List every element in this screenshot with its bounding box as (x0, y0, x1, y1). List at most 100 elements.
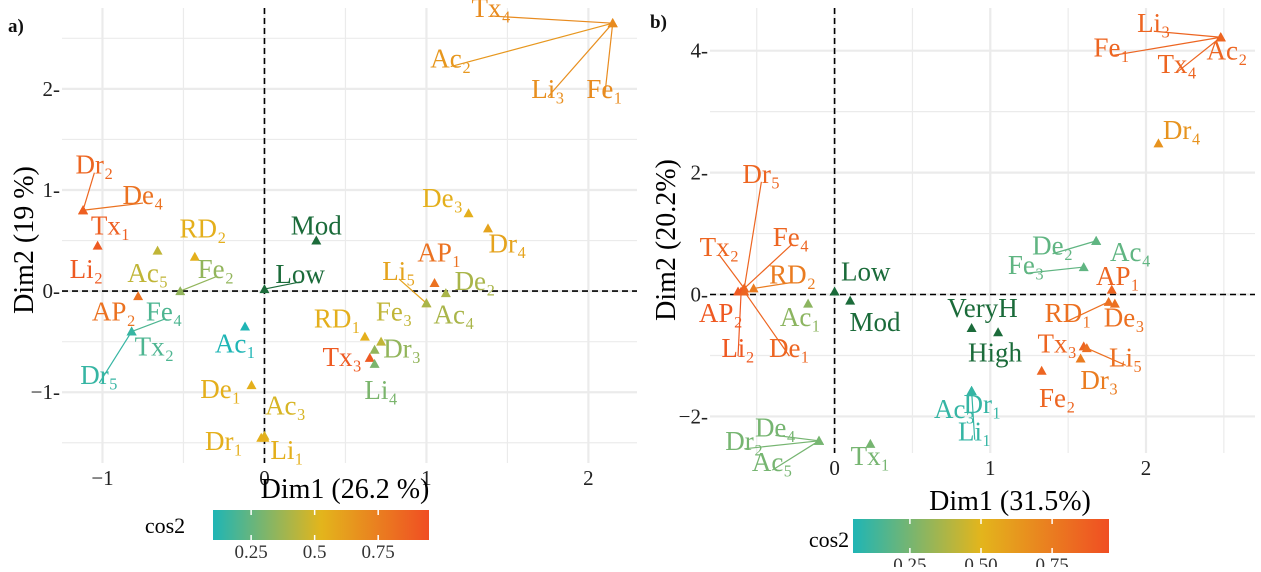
point-marker (829, 286, 840, 296)
point-marker (240, 321, 251, 331)
label-connector (131, 318, 165, 333)
panel-a-points (78, 18, 618, 442)
point-marker (259, 432, 270, 442)
point-marker (1081, 343, 1092, 353)
point-label: Fe₃ (1008, 250, 1044, 280)
legend-tick-label: 0.75 (1035, 555, 1068, 567)
point-label: Ac₃ (265, 390, 306, 420)
point-marker (152, 245, 163, 255)
legend-tick-label: 0.75 (362, 542, 395, 563)
point-label: Li₅ (1109, 342, 1142, 372)
label-connector (450, 22, 613, 68)
point-marker (748, 283, 759, 293)
panel-a-legend-title: cos2 (145, 513, 185, 538)
point-label: Ac₂ (1207, 36, 1248, 66)
label-connector (1086, 347, 1126, 366)
point-label: De₁ (769, 333, 810, 363)
label-connector (98, 331, 133, 384)
point-marker (369, 358, 380, 368)
panel-b-x-axis-title: Dim1 (31.5%) (929, 486, 1091, 517)
panel-b-label: b) (650, 12, 667, 33)
point-marker (1215, 32, 1226, 42)
point-label: Tx₃ (323, 342, 362, 372)
point-label: Ac₅ (127, 258, 168, 288)
point-marker (482, 223, 493, 233)
point-marker (126, 326, 137, 336)
point-label: Dr₃ (383, 334, 421, 364)
x-tick-label: 2 (1141, 456, 1152, 480)
label-connector (771, 440, 820, 471)
label-connector (1026, 266, 1084, 274)
point-marker (311, 235, 322, 245)
point-label: Ac₂ (430, 44, 471, 74)
point-label: Low (841, 256, 891, 286)
point-marker (421, 298, 432, 308)
point-marker (78, 205, 89, 215)
label-connector (743, 181, 762, 289)
point-marker (845, 295, 856, 305)
point-marker (376, 336, 387, 346)
point-label: Li₂ (70, 254, 103, 284)
panel-a-x-axis-title: Dim1 (26.2 %) (261, 474, 430, 505)
label-connector (737, 291, 742, 357)
x-tick-label: 0 (259, 466, 270, 490)
panel-b-legend-colorbar (853, 519, 1109, 553)
legend-tick-label: 0.25 (234, 542, 267, 563)
label-connector (718, 254, 745, 289)
point-label: RD₂ (179, 213, 226, 243)
point-marker (463, 208, 474, 218)
point-label: RD₁ (1045, 298, 1092, 328)
point-label: Li₂ (721, 333, 754, 363)
point-label: De₄ (755, 412, 796, 442)
point-marker (1109, 298, 1120, 308)
label-connector (743, 291, 790, 357)
panel-a-y-axis-title: Dim2 (19 %) (9, 166, 40, 314)
legend-tick-label: 0.50 (964, 555, 997, 567)
point-label: AP₂ (92, 296, 136, 326)
point-label: Tx₁ (851, 441, 890, 471)
legend-tick-label: 0.5 (303, 542, 327, 563)
point-marker (993, 327, 1004, 337)
point-marker (369, 344, 380, 354)
point-label: Tx₂ (135, 332, 174, 362)
point-marker (1078, 262, 1089, 272)
point-label: RD₂ (769, 259, 816, 289)
point-label: Ac₅ (752, 447, 793, 477)
point-label: Fe₁ (586, 74, 622, 104)
panel-a-ticks: −1 0 1 2 −1- 0- 1- 2- (31, 77, 594, 490)
y-tick-label: −1- (31, 380, 60, 404)
label-connector (1111, 36, 1221, 57)
point-label: Tx₄ (472, 0, 511, 23)
point-marker (175, 286, 186, 296)
panel-b-label-connectors (718, 30, 1222, 471)
point-label: Li₃ (531, 74, 564, 104)
point-label: De₄ (123, 180, 164, 210)
panel-a-plot-area (62, 8, 637, 463)
point-marker (92, 240, 103, 250)
legend-tick-label: 0.25 (893, 555, 926, 567)
panel-b-plot-area (710, 8, 1255, 453)
point-label: Fe₄ (146, 296, 182, 326)
point-label: Dr₅ (742, 159, 780, 189)
point-label: Ac₁ (780, 302, 821, 332)
point-label: Li₁ (270, 435, 303, 465)
y-tick-label: 1- (43, 178, 61, 202)
label-connector (398, 278, 427, 304)
y-tick-label: 0- (691, 283, 709, 307)
label-connector (264, 281, 301, 290)
panel-a-label-connectors (82, 15, 614, 384)
point-label: De₂ (1032, 231, 1073, 261)
point-label: High (968, 337, 1023, 367)
point-marker (259, 284, 270, 294)
x-tick-label: 2 (583, 466, 594, 490)
label-connector (547, 22, 614, 98)
point-label: Dr₂ (75, 150, 113, 180)
point-marker (440, 288, 451, 298)
panel-b-ticks: 0 1 2 −2- 0- 2- 4- (679, 39, 1152, 480)
point-label: Tx₃ (1038, 328, 1077, 358)
point-label: Li₃ (1137, 8, 1170, 38)
point-label: De₃ (1104, 303, 1145, 333)
label-connector (82, 202, 144, 211)
